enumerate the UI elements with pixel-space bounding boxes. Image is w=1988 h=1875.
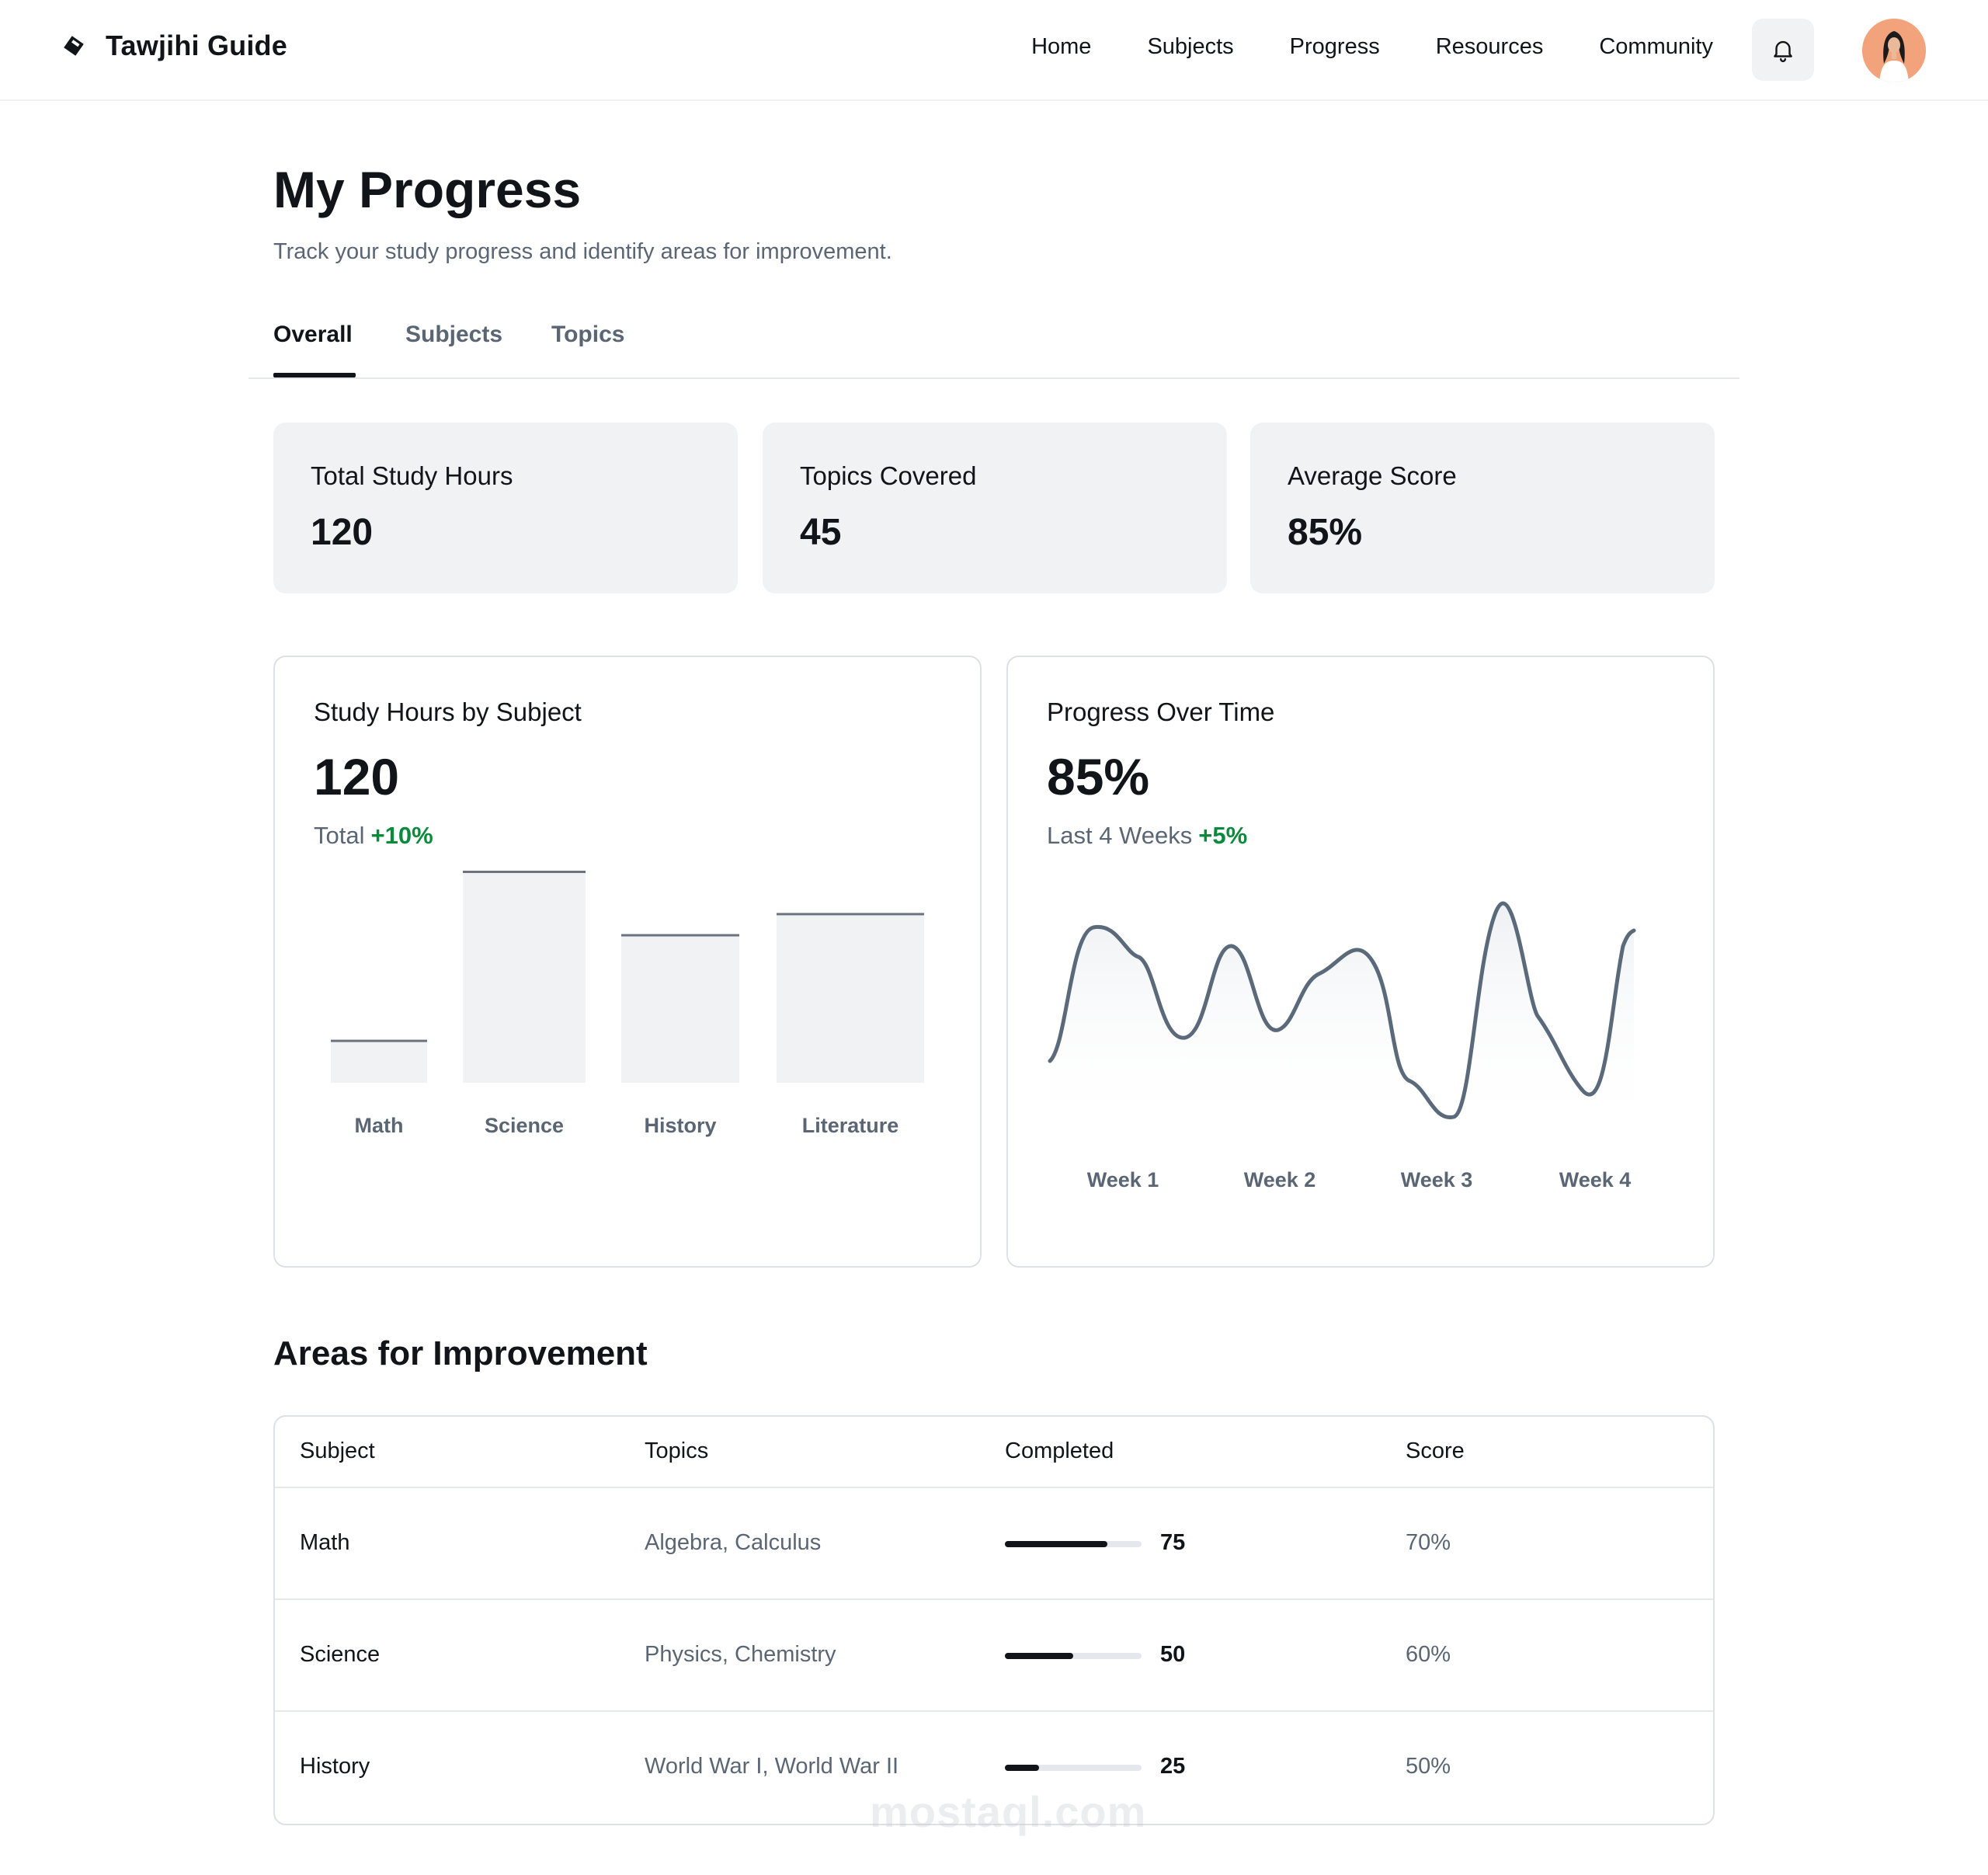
x-tick-label: Science [485,1114,564,1137]
column-header-subject: Subject [300,1438,375,1463]
progress-tabs: Overall Subjects Topics [248,318,1740,379]
stat-label: Topics Covered [800,461,977,490]
main-nav: Home Subjects Progress Resources Communi… [1031,34,1713,60]
row-subject: Science [300,1642,381,1667]
completion-value: 25 [1160,1754,1186,1779]
table-row[interactable]: Science Physics, Chemistry 50 60% [275,1600,1713,1712]
nav-community[interactable]: Community [1599,34,1713,59]
table-row[interactable]: History World War I, World War II 25 50% [275,1712,1713,1824]
chart-subtitle-text: Total [314,822,365,849]
table-row[interactable]: Math Algebra, Calculus 75 70% [275,1488,1713,1600]
stat-value: 85% [1288,512,1363,553]
tab-overall[interactable]: Overall [273,322,353,347]
study-hours-chart-card: Study Hours by Subject 120 Total +10% Mat… [273,656,982,1268]
chart-title: Study Hours by Subject [314,697,582,726]
stat-label: Total Study Hours [311,461,513,490]
completion-bar [1005,1541,1142,1547]
chart-delta: +10% [370,822,433,849]
bell-icon [1774,40,1792,63]
stat-card-average-score: Average Score 85% [1250,423,1715,593]
active-tab-indicator [273,373,356,377]
row-topics: World War I, World War II [645,1754,899,1779]
nav-home[interactable]: Home [1031,34,1092,59]
bar-history [621,934,739,1083]
top-header: Tawjihi Guide Home Subjects Progress Res… [0,0,1988,101]
row-subject: History [300,1754,370,1779]
completion-bar [1005,1653,1142,1659]
nav-subjects[interactable]: Subjects [1147,34,1234,59]
row-topics: Algebra, Calculus [645,1530,822,1555]
table-header: Subject Topics Completed Score [275,1417,1713,1488]
x-tick-label: Literature [802,1114,899,1137]
chart-progress-value: 85% [1047,748,1150,805]
avatar-portrait-icon [1862,19,1926,82]
chart-subtitle-text: Last 4 Weeks [1047,822,1193,849]
stat-card-study-hours: Total Study Hours 120 [273,423,738,593]
row-score: 60% [1406,1642,1451,1667]
bar-math [331,1040,427,1083]
row-topics: Physics, Chemistry [645,1642,836,1667]
study-hours-bar-chart: Math Science History Literature [331,871,924,1137]
x-tick-label: Week 2 [1244,1168,1316,1191]
bar-literature [777,913,924,1083]
x-tick-label: History [644,1114,716,1137]
nav-progress[interactable]: Progress [1289,34,1380,59]
tab-subjects[interactable]: Subjects [405,322,503,347]
brand-logo-icon [64,36,84,56]
stat-value: 45 [800,512,842,553]
column-header-score: Score [1406,1438,1465,1463]
page-title: My Progress [273,161,582,218]
completion-bar-fill [1005,1765,1039,1771]
page-subtitle: Track your study progress and identify a… [273,239,892,264]
completion-value: 75 [1160,1530,1186,1555]
watermark: mostaql.com [870,1787,1147,1836]
completion-bar [1005,1765,1142,1771]
completion-bar-fill [1005,1541,1107,1547]
progress-line [1048,901,1636,1119]
nav-resources[interactable]: Resources [1435,34,1544,59]
brand[interactable]: Tawjihi Guide [62,30,287,62]
bar-cap-literature [777,913,924,916]
stat-label: Average Score [1288,461,1457,490]
row-score: 70% [1406,1530,1451,1555]
bar-cap-math [331,1039,427,1042]
chart-total-value: 120 [314,748,400,805]
bar-science [463,871,586,1083]
x-tick-label: Week 1 [1087,1168,1159,1191]
row-subject: Math [300,1530,350,1555]
x-tick-label: Week 3 [1401,1168,1473,1191]
tab-topics[interactable]: Topics [551,322,625,347]
bar-cap-science [463,871,586,873]
x-tick-label: Week 4 [1559,1168,1632,1191]
completion-bar-fill [1005,1653,1073,1659]
column-header-topics: Topics [645,1438,709,1463]
chart-delta: +5% [1198,822,1248,849]
user-avatar[interactable] [1862,19,1926,82]
stat-value: 120 [311,512,374,553]
stat-card-topics-covered: Topics Covered 45 [763,423,1227,593]
improvement-section-title: Areas for Improvement [273,1334,648,1372]
progress-line-chart: Week 1 Week 2 Week 3 Week 4 [1048,901,1636,1191]
chart-subtitle: Last 4 Weeks +5% [1047,822,1247,850]
progress-over-time-chart-card: Progress Over Time 85% Last 4 Weeks +5% W… [1006,656,1715,1268]
column-header-completed: Completed [1005,1438,1114,1463]
x-tick-label: Math [355,1114,404,1137]
chart-subtitle: Total +10% [314,822,433,850]
completion-value: 50 [1160,1642,1186,1667]
improvement-table: Subject Topics Completed Score Math Alge… [273,1415,1715,1825]
progress-area [1050,903,1634,1139]
brand-name: Tawjihi Guide [106,30,287,61]
bar-cap-history [621,934,739,937]
notifications-button[interactable] [1752,19,1814,81]
chart-title: Progress Over Time [1047,697,1275,726]
row-score: 50% [1406,1754,1451,1779]
